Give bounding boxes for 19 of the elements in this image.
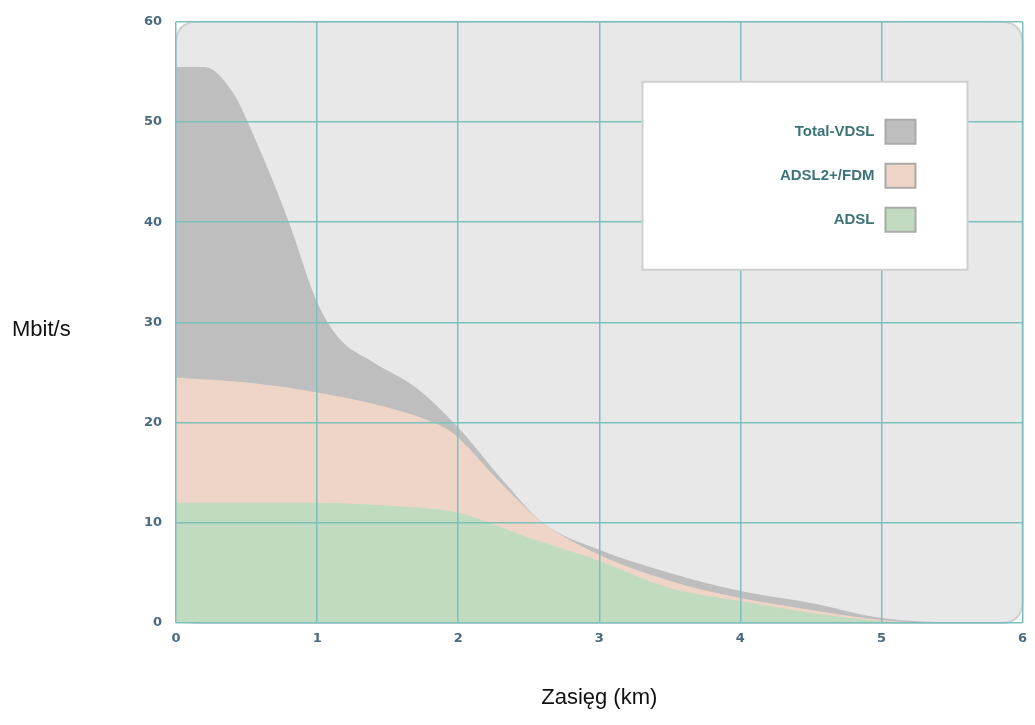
x-tick-label: 5: [876, 630, 886, 646]
y-tick-label: 50: [144, 113, 163, 129]
y-tick-label: 0: [153, 614, 163, 630]
legend-label: ADSL2+/FDM: [779, 165, 875, 183]
y-tick-label: 60: [144, 13, 163, 29]
x-tick-label: 0: [171, 630, 181, 646]
legend-label: Total-VDSL: [794, 121, 875, 139]
x-tick-label: 3: [594, 630, 604, 646]
y-tick-label: 20: [144, 413, 163, 429]
y-tick-label: 40: [144, 213, 163, 229]
x-tick-label: 1: [312, 630, 322, 646]
x-tick-label: 2: [453, 630, 463, 646]
y-tick-label: 10: [144, 514, 163, 530]
x-tick-label: 6: [1017, 630, 1027, 646]
legend-label: ADSL: [833, 209, 875, 227]
x-axis-title: Zasięg (km): [541, 683, 658, 709]
y-axis-title: Mbit/s: [12, 316, 71, 342]
x-tick-label: 4: [735, 630, 745, 646]
y-tick-label: 30: [144, 313, 163, 329]
